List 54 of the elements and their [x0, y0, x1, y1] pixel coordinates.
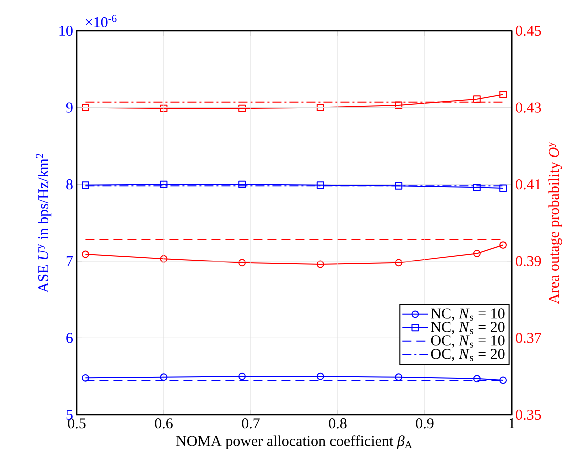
point [160, 104, 168, 112]
point [474, 184, 481, 192]
point [474, 250, 481, 258]
y2-tick-label: 0.43 [516, 102, 542, 113]
point [316, 104, 324, 112]
point [395, 182, 403, 190]
point [395, 259, 403, 267]
y-tick-label: 7 [66, 256, 74, 266]
point [82, 182, 90, 190]
point [238, 259, 246, 267]
y-tick-label: 8 [66, 180, 73, 190]
point [238, 180, 246, 188]
point [500, 242, 508, 249]
point [82, 104, 90, 112]
point [500, 376, 508, 384]
point [160, 180, 168, 188]
x-tick-label: 0.8 [329, 418, 347, 429]
point [500, 91, 508, 98]
legend-label: NC, N$_{s}$ = 10 [431, 308, 505, 321]
point [238, 372, 246, 380]
legend-label: OC, N$_{s}$ = 20 [431, 349, 505, 362]
legend-label: NC, N$_{s}$ = 20 [431, 322, 505, 334]
y2-tick-label: 0.45 [516, 26, 542, 36]
point [160, 374, 168, 382]
y-tick-label: 5 [66, 410, 73, 420]
x-tick-label: 0.7 [242, 418, 260, 429]
y2-tick-label: 0.39 [516, 256, 542, 266]
x-tick-label: 0.5 [68, 418, 86, 429]
x-tick-label: 1 [510, 418, 515, 428]
point [82, 250, 90, 258]
y2-tick-label: 0.37 [516, 333, 542, 344]
x-axis-title: NOMA power allocation coefficient β$_{A}$ [176, 436, 412, 450]
text: ×10$^{-6}$ [86, 15, 117, 28]
point [238, 104, 246, 112]
point [395, 374, 403, 382]
y-tick-label: 9 [66, 102, 73, 113]
legend-label: OC, N$_{s}$ = 10 [431, 336, 505, 348]
point [395, 102, 403, 110]
point [474, 375, 481, 383]
x-tick-label: 0.9 [416, 418, 434, 429]
point [316, 372, 324, 380]
y-tick-label: 6 [66, 333, 74, 344]
y-tick-label: 10 [60, 26, 73, 36]
y-axis-title: ASE U$^{y}$ in bps/Hz/km$^{2}$ [36, 154, 52, 293]
point [500, 184, 508, 192]
y2-tick-label: 0.35 [516, 410, 542, 420]
point [316, 182, 324, 190]
point [160, 255, 168, 263]
y2-tick-label: 0.41 [516, 180, 541, 190]
point [474, 96, 481, 104]
x-tick-label: 0.6 [155, 418, 173, 429]
point [82, 374, 90, 382]
y2-axis-title: Area outage probability O$^{y}$ [548, 142, 562, 304]
point [316, 260, 324, 268]
